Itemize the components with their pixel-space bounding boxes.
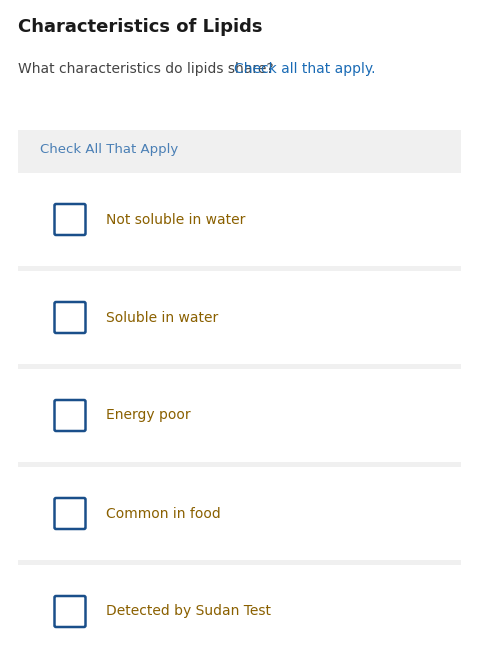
Bar (18, 467, 461, 560)
Text: What characteristics do lipids share?: What characteristics do lipids share? (18, 62, 283, 76)
FancyBboxPatch shape (55, 302, 85, 333)
Text: Soluble in water: Soluble in water (106, 310, 218, 324)
Text: Check all that apply.: Check all that apply. (234, 62, 376, 76)
Bar (18, 565, 461, 658)
Bar (18, 369, 461, 462)
Text: Detected by Sudan Test: Detected by Sudan Test (106, 604, 271, 618)
FancyBboxPatch shape (55, 204, 85, 235)
Bar (18, 173, 461, 266)
FancyBboxPatch shape (55, 596, 85, 627)
Bar (18, 130, 461, 655)
Text: Common in food: Common in food (106, 506, 221, 520)
FancyBboxPatch shape (55, 498, 85, 529)
Text: Energy poor: Energy poor (106, 408, 191, 422)
Bar (18, 271, 461, 364)
Text: Not soluble in water: Not soluble in water (106, 213, 245, 226)
Text: Characteristics of Lipids: Characteristics of Lipids (18, 18, 262, 36)
Bar (18, 130, 461, 168)
Text: Check All That Apply: Check All That Apply (40, 142, 178, 156)
FancyBboxPatch shape (55, 400, 85, 431)
